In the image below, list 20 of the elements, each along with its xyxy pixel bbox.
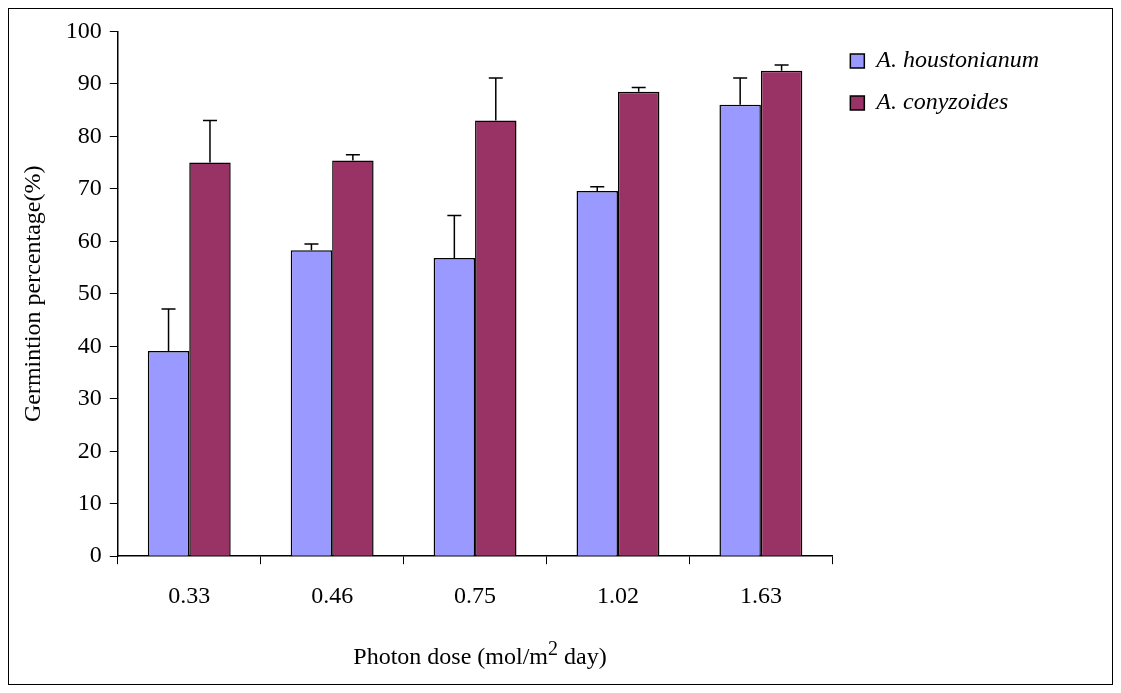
- y-tick-label: 20: [77, 436, 102, 463]
- y-tick-label: 100: [65, 16, 102, 43]
- y-tick-label: 50: [77, 279, 102, 306]
- y-axis-title: Germintion percentage(%): [18, 165, 45, 423]
- x-tick-label: 0.75: [454, 581, 497, 608]
- x-axis-title: Photon dose (mol/m$^{2}$ day): [352, 637, 608, 670]
- y-tick-label: 40: [77, 331, 102, 358]
- y-tick-label: 90: [77, 69, 102, 96]
- y-tick-label: 80: [77, 121, 102, 148]
- legend-label: A. houstonianum: [874, 46, 1039, 73]
- x-tick-label: 1.02: [596, 581, 639, 608]
- legend-label: A. conyzoides: [874, 88, 1009, 115]
- y-tick-label: 30: [77, 384, 102, 411]
- x-tick-label: 0.33: [168, 581, 211, 608]
- y-tick-label: 70: [77, 174, 102, 201]
- y-tick-label: 10: [77, 489, 102, 516]
- y-tick-label: 60: [77, 226, 102, 253]
- x-tick-label: 0.46: [311, 581, 354, 608]
- x-tick-label: 1.63: [739, 581, 782, 608]
- y-tick-label: 0: [89, 541, 102, 568]
